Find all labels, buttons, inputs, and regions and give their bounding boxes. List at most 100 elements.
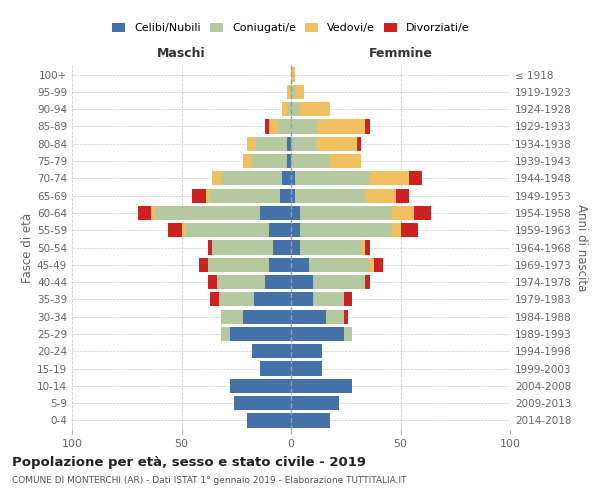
Text: Maschi: Maschi (157, 47, 206, 60)
Bar (287, 154, 291, 168)
Bar (313, 292, 344, 306)
Bar (278, 120, 291, 134)
Bar (300, 240, 361, 254)
Bar (269, 223, 291, 238)
Bar (300, 223, 392, 238)
Bar (219, 292, 254, 306)
Bar (287, 84, 291, 99)
Bar (251, 344, 291, 358)
Bar (221, 327, 230, 341)
Bar (208, 240, 212, 254)
Bar (291, 240, 300, 254)
Bar (308, 258, 370, 272)
Bar (282, 171, 291, 186)
Bar (291, 102, 300, 116)
Bar (265, 120, 269, 134)
Bar (274, 240, 291, 254)
Bar (260, 362, 291, 376)
Bar (138, 206, 151, 220)
Bar (251, 154, 287, 168)
Bar (269, 120, 278, 134)
Bar (365, 275, 370, 289)
Bar (287, 102, 291, 116)
Bar (291, 188, 295, 202)
Bar (182, 223, 186, 238)
Bar (356, 136, 361, 151)
Bar (151, 206, 155, 220)
Bar (413, 206, 431, 220)
Bar (254, 292, 291, 306)
Bar (295, 171, 370, 186)
Bar (155, 206, 260, 220)
Bar (370, 258, 374, 272)
Bar (212, 240, 274, 254)
Bar (260, 206, 291, 220)
Bar (374, 258, 383, 272)
Bar (287, 136, 291, 151)
Bar (344, 327, 352, 341)
Bar (217, 275, 265, 289)
Bar (365, 240, 370, 254)
Bar (169, 223, 182, 238)
Bar (208, 258, 269, 272)
Bar (234, 396, 291, 410)
Bar (344, 292, 352, 306)
Bar (326, 310, 344, 324)
Bar (365, 120, 370, 134)
Bar (313, 275, 365, 289)
Bar (396, 188, 409, 202)
Bar (210, 292, 219, 306)
Bar (206, 188, 210, 202)
Bar (269, 258, 291, 272)
Bar (291, 344, 322, 358)
Bar (221, 310, 243, 324)
Bar (291, 68, 295, 82)
Bar (291, 379, 352, 393)
Bar (365, 188, 396, 202)
Bar (291, 310, 326, 324)
Bar (243, 154, 251, 168)
Y-axis label: Anni di nascita: Anni di nascita (575, 204, 588, 291)
Text: COMUNE DI MONTERCHI (AR) - Dati ISTAT 1° gennaio 2019 - Elaborazione TUTTITALIA.: COMUNE DI MONTERCHI (AR) - Dati ISTAT 1°… (12, 476, 407, 485)
Text: Femmine: Femmine (368, 47, 433, 60)
Bar (208, 275, 217, 289)
Bar (317, 120, 365, 134)
Bar (291, 362, 322, 376)
Bar (282, 102, 287, 116)
Bar (291, 136, 317, 151)
Text: Popolazione per età, sesso e stato civile - 2019: Popolazione per età, sesso e stato civil… (12, 456, 366, 469)
Bar (295, 84, 304, 99)
Bar (392, 223, 401, 238)
Bar (243, 310, 291, 324)
Bar (409, 171, 422, 186)
Bar (392, 206, 413, 220)
Bar (291, 275, 313, 289)
Bar (300, 102, 331, 116)
Bar (210, 188, 280, 202)
Bar (291, 414, 331, 428)
Bar (291, 327, 344, 341)
Bar (291, 206, 300, 220)
Bar (280, 188, 291, 202)
Bar (295, 188, 365, 202)
Bar (370, 171, 409, 186)
Y-axis label: Fasce di età: Fasce di età (21, 212, 34, 282)
Bar (247, 136, 256, 151)
Bar (291, 292, 313, 306)
Bar (291, 396, 339, 410)
Bar (221, 171, 282, 186)
Bar (212, 171, 221, 186)
Bar (291, 171, 295, 186)
Bar (344, 310, 348, 324)
Bar (193, 188, 206, 202)
Bar (300, 206, 392, 220)
Bar (331, 154, 361, 168)
Bar (291, 84, 295, 99)
Bar (247, 414, 291, 428)
Bar (317, 136, 356, 151)
Bar (291, 258, 308, 272)
Bar (230, 327, 291, 341)
Bar (265, 275, 291, 289)
Bar (401, 223, 418, 238)
Bar (199, 258, 208, 272)
